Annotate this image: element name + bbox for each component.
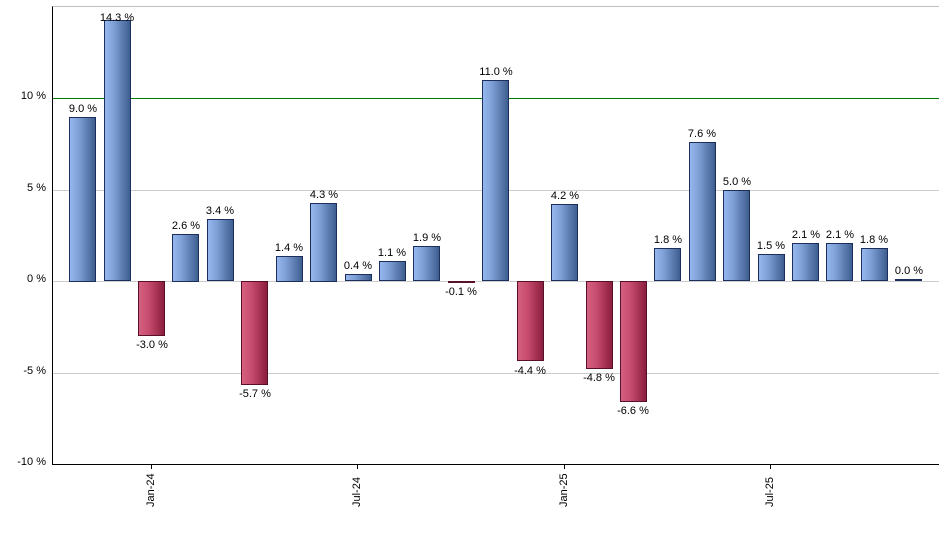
bar-value-label: 7.6 %: [687, 128, 717, 140]
x-axis-tick: [357, 464, 358, 469]
y-axis-tick-label: -5 %: [23, 365, 46, 377]
bar-value-label: 3.4 %: [205, 205, 235, 217]
x-axis-tick: [770, 464, 771, 469]
bar-value-label: 14.3 %: [99, 12, 135, 24]
x-axis-tick: [564, 464, 565, 469]
x-axis-tick-label: Jul-24: [351, 477, 363, 507]
bar-value-label: 2.1 %: [825, 229, 855, 241]
bar-value-label: 11.0 %: [479, 66, 513, 78]
bar-Aug-24: [379, 261, 406, 281]
bar-value-label: 9.0 %: [68, 103, 98, 115]
plot-area: 9.0 % 14.3 % -3.0 % 2.6 % 3.4 % -5.7 % 1.4 % 4.…: [52, 6, 939, 465]
bar-value-label: 0.0 %: [894, 265, 924, 277]
bar-value-label: -0.1 %: [445, 286, 477, 298]
bar-Jan-25: [551, 204, 578, 281]
y-gridline: [53, 281, 939, 282]
bar-Jun-24: [310, 203, 337, 282]
bar-Nov-24: [482, 80, 509, 281]
bar-Sep-25: [826, 243, 853, 281]
bar-May-25: [689, 142, 716, 281]
bar-value-label: 2.6 %: [171, 220, 201, 232]
bar-Jul-25: [758, 254, 785, 281]
bar-value-label: -4.8 %: [583, 372, 615, 384]
bar-value-label: 0.4 %: [343, 260, 373, 272]
bar-value-label: 1.1 %: [377, 247, 407, 259]
x-axis-tick-label: Jan-24: [145, 473, 157, 507]
bar-value-label: 1.8 %: [653, 234, 683, 246]
bar-Sep-24: [413, 246, 440, 281]
y-axis-tick-label: 10 %: [20, 90, 46, 102]
bar-value-label: 2.1 %: [791, 229, 821, 241]
bar-value-label: -5.7 %: [239, 388, 271, 400]
x-axis-tick: [151, 464, 152, 469]
bar-Jun-25: [723, 190, 750, 281]
bar-value-label: -6.6 %: [617, 405, 649, 417]
bar-Oct-25: [861, 248, 888, 281]
x-axis-tick-label: Jul-25: [764, 477, 776, 507]
y-axis-tick-label: 0 %: [27, 273, 46, 285]
bar-Jul-24: [345, 274, 372, 281]
bar-Mar-24: [207, 219, 234, 281]
bar-Nov-23: [69, 117, 96, 282]
y-axis-tick-label: 5 %: [27, 182, 46, 194]
bar-Apr-24: [241, 281, 268, 385]
bar-Oct-24: [448, 281, 475, 283]
y-gridline: [53, 373, 939, 374]
bar-value-label: 5.0 %: [722, 176, 752, 188]
bar-Mar-25: [620, 281, 647, 402]
bar-Nov-25: [895, 279, 922, 281]
bar-value-label: 4.2 %: [550, 190, 580, 202]
bar-Apr-25: [654, 248, 681, 281]
bar-value-label: 1.5 %: [756, 240, 786, 252]
bar-May-24: [276, 256, 303, 282]
bar-Feb-25: [586, 281, 613, 369]
bar-Jan-24: [138, 281, 165, 336]
bar-value-label: 1.8 %: [859, 234, 889, 246]
bar-value-label: 1.4 %: [274, 242, 304, 254]
bar-value-label: 4.3 %: [309, 189, 339, 201]
bar-value-label: 1.9 %: [412, 232, 442, 244]
bar-value-label: -4.4 %: [514, 365, 546, 377]
bar-Aug-25: [792, 243, 819, 281]
bar-Dec-24: [517, 281, 544, 361]
y-axis-tick-label: -10 %: [17, 456, 46, 468]
bar-value-label: -3.0 %: [136, 339, 168, 351]
bar-Feb-24: [172, 234, 199, 282]
x-axis-tick-label: Jan-25: [558, 473, 570, 507]
bar-Dec-23: [104, 20, 131, 281]
